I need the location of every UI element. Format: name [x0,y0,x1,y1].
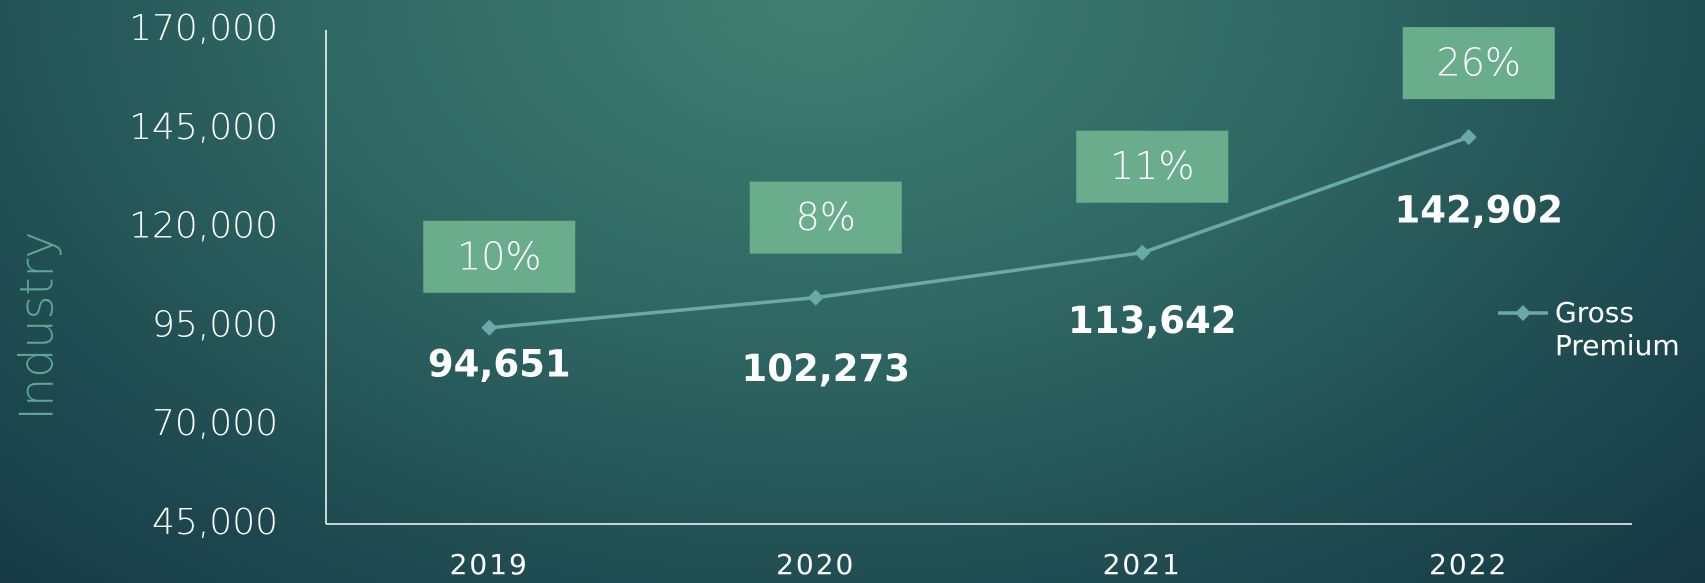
annotation: 11% [1110,144,1194,188]
annotation: 26% [1437,41,1521,85]
annotation-box [1076,130,1229,203]
x-tick-label: 2019 [450,548,529,581]
data-label: 102,273 [741,347,910,390]
annotation: 8% [796,195,856,239]
data-label: 142,902 [1394,189,1563,232]
y-tick-label: 70,000 [152,403,278,444]
annotation-box [1402,27,1555,100]
annotation-box [749,181,902,254]
y-axis-label: Industry [10,231,64,420]
legend-label: Gross Premium [1555,296,1680,362]
y-tick-label: 145,000 [129,107,278,148]
y-tick-label: 170,000 [129,8,278,49]
marker [481,319,498,336]
marker [1460,129,1477,146]
y-tick-label: 120,000 [129,206,278,247]
line [489,135,1470,330]
y-tick-label: 45,000 [152,502,278,543]
x-tick-label: 2021 [1103,548,1182,581]
y-tick-label: 95,000 [152,304,278,345]
marker [807,289,824,306]
marker [1134,244,1151,261]
data-label: 94,651 [428,342,571,385]
annotation-box [423,220,576,293]
data-label: 113,642 [1068,299,1237,342]
annotation: 10% [457,234,541,278]
x-tick-label: 2020 [776,548,855,581]
legend-marker [1515,305,1531,321]
x-tick-label: 2022 [1429,548,1508,581]
